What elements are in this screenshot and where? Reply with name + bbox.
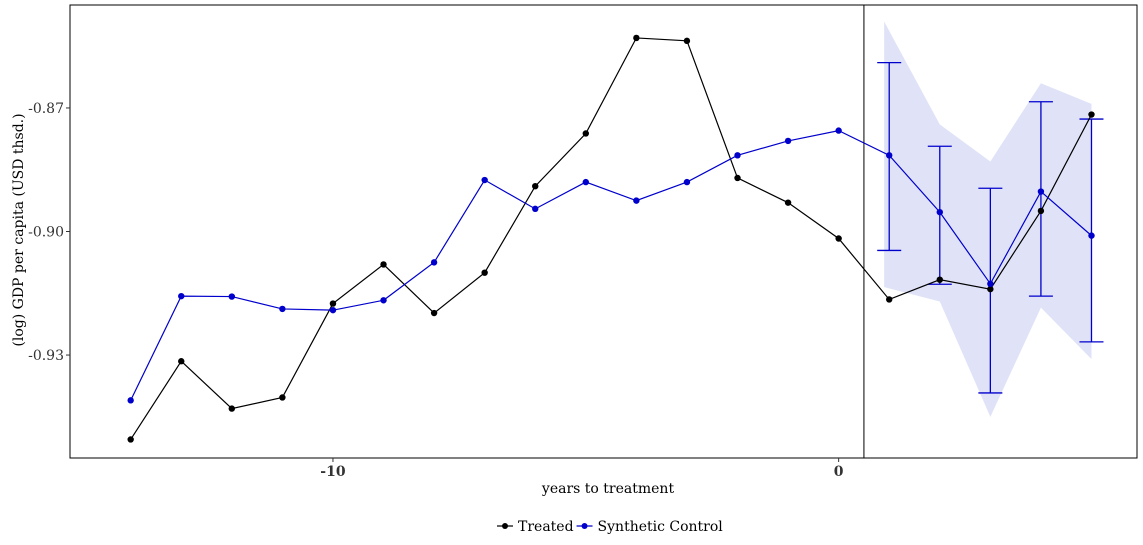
error-bar bbox=[1079, 118, 1104, 343]
series-line bbox=[130, 129, 1092, 401]
x-axis-ticks: -10 0 bbox=[320, 458, 844, 480]
data-point bbox=[886, 152, 893, 159]
legend-item: Synthetic Control bbox=[576, 519, 724, 535]
data-point bbox=[329, 306, 337, 314]
data-point bbox=[987, 280, 994, 288]
data-point bbox=[683, 178, 691, 186]
y-tick-label: -0.93 bbox=[28, 348, 64, 364]
series-1 bbox=[127, 127, 1095, 404]
data-point bbox=[936, 208, 943, 216]
data-point bbox=[1088, 232, 1095, 239]
data-point bbox=[835, 235, 842, 242]
data-point bbox=[481, 176, 488, 184]
error-bar bbox=[1028, 101, 1053, 297]
data-point bbox=[178, 358, 185, 365]
legend-item: Treated bbox=[497, 519, 574, 535]
y-axis-ticks: -0.93 -0.90 -0.87 bbox=[28, 101, 70, 364]
confidence-band bbox=[884, 21, 1092, 417]
legend-key-point bbox=[581, 523, 588, 529]
data-point bbox=[734, 174, 741, 182]
y-tick-label: -0.90 bbox=[28, 225, 64, 241]
y-tick-label: -0.87 bbox=[28, 101, 64, 117]
data-point bbox=[430, 309, 438, 317]
y-axis-label: (log) GDP per capita (USD thsd.) bbox=[11, 113, 27, 346]
data-point bbox=[1088, 111, 1095, 118]
data-point bbox=[987, 285, 994, 293]
data-point bbox=[127, 436, 134, 443]
series-0 bbox=[127, 34, 1095, 443]
series-layer bbox=[127, 34, 1095, 443]
data-point bbox=[178, 292, 185, 300]
data-point bbox=[329, 300, 337, 307]
data-point bbox=[380, 297, 387, 304]
data-point bbox=[784, 199, 792, 206]
data-point bbox=[633, 197, 640, 204]
series-line bbox=[130, 37, 1093, 440]
legend-label: Treated bbox=[518, 519, 574, 535]
data-point bbox=[430, 259, 438, 266]
data-point bbox=[228, 293, 236, 300]
data-point bbox=[481, 269, 488, 276]
data-point bbox=[279, 305, 286, 313]
confidence-band-layer bbox=[884, 21, 1092, 417]
data-point bbox=[279, 394, 286, 401]
data-point bbox=[582, 130, 590, 137]
data-point bbox=[936, 276, 943, 283]
data-point bbox=[1037, 188, 1045, 195]
data-point bbox=[582, 178, 590, 186]
data-point bbox=[1037, 207, 1045, 215]
data-point bbox=[835, 127, 842, 134]
data-point bbox=[886, 296, 893, 303]
data-point bbox=[734, 152, 741, 159]
data-point bbox=[127, 397, 134, 404]
data-point bbox=[532, 205, 539, 213]
data-point bbox=[228, 405, 236, 412]
x-axis-label: years to treatment bbox=[541, 481, 675, 497]
data-point bbox=[683, 37, 691, 45]
data-point bbox=[532, 183, 539, 190]
legend-label: Synthetic Control bbox=[598, 519, 724, 535]
x-tick-label: -10 bbox=[320, 464, 346, 480]
data-point bbox=[784, 137, 792, 145]
legend: Treated Synthetic Control bbox=[497, 519, 723, 535]
legend-key-point bbox=[502, 523, 508, 529]
data-point bbox=[633, 34, 640, 42]
x-tick-label: 0 bbox=[834, 464, 844, 480]
data-point bbox=[380, 261, 387, 268]
